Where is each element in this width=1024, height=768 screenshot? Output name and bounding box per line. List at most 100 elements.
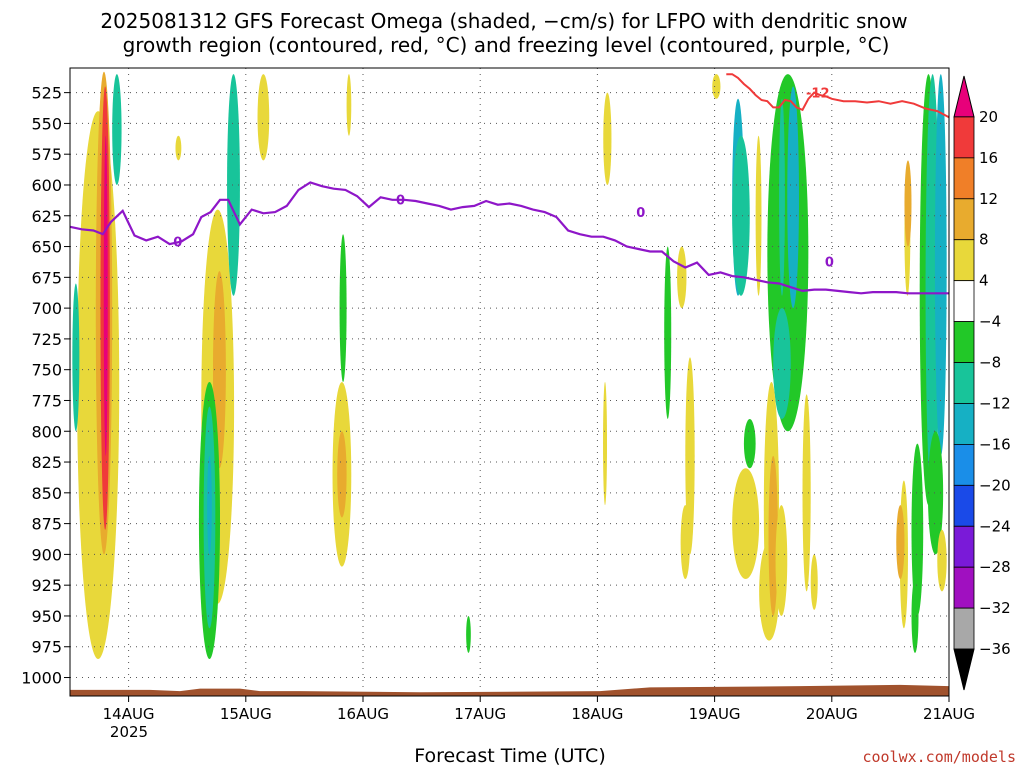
omega-shade-cell <box>937 529 947 592</box>
y-tick-label: 900 <box>31 545 62 564</box>
colorbar-tick-label: −16 <box>979 435 1011 453</box>
omega-shade-cell <box>732 135 750 296</box>
colorbar-segment <box>953 198 975 241</box>
colorbar-tick-label: −12 <box>979 394 1011 412</box>
colorbar-tick-label: −20 <box>979 476 1011 494</box>
omega-shade-cell <box>768 455 778 616</box>
omega-shade-cell <box>337 431 347 518</box>
colorbar-tick-label: 8 <box>979 231 989 249</box>
colorbar-segment <box>953 403 975 445</box>
x-tick-label: 21AUG <box>923 705 975 723</box>
omega-shade-cell <box>339 234 347 382</box>
colorbar-segment <box>953 157 975 200</box>
y-tick-label: 700 <box>31 299 62 318</box>
y-tick-label: 950 <box>31 607 62 626</box>
x-tick-label: 14AUG <box>103 705 155 723</box>
colorbar-tick-label: −24 <box>979 517 1011 535</box>
x-axis-title: Forecast Time (UTC) <box>414 745 605 767</box>
y-tick-label: 750 <box>31 361 62 380</box>
omega-shade-cell <box>810 554 818 610</box>
colorbar-segment <box>953 362 975 404</box>
colorbar-tick-label: −4 <box>979 313 1001 331</box>
y-tick-label: 675 <box>31 268 62 287</box>
colorbar-tick-label: −28 <box>979 558 1011 576</box>
y-tick-label: 550 <box>31 114 62 133</box>
chart-title-line1: 2025081312 GFS Forecast Omega (shaded, −… <box>100 9 907 33</box>
omega-shade-cell <box>779 98 785 296</box>
omega-shade-cell <box>934 74 947 456</box>
omega-shade-cell <box>227 74 240 296</box>
omega-shade-cell <box>911 579 919 653</box>
colorbar: 20 16 12 8 4 −4 −8 −12 −16 −20 −24 −28 −32 −36 <box>953 75 1011 691</box>
omega-shade-cell <box>346 74 352 136</box>
colorbar-tick-label: 16 <box>979 149 998 167</box>
terrain-fill <box>70 684 949 696</box>
colorbar-tick-label: 4 <box>979 272 989 290</box>
omega-shade-cell <box>927 431 944 555</box>
omega-shade-cell <box>775 505 788 616</box>
colorbar-segment <box>953 443 975 486</box>
colorbar-upper-triangle <box>953 75 975 118</box>
colorbar-segment <box>953 525 975 568</box>
dgz-minus12-contour <box>726 73 950 119</box>
omega-shade-cell <box>802 394 811 592</box>
x-tick-label: 20AUG <box>806 705 858 723</box>
omega-shade-cell <box>677 246 687 309</box>
omega-shade-cell <box>112 74 122 185</box>
omega-shade-cell <box>466 615 471 653</box>
x-tick-label: 15AUG <box>220 705 272 723</box>
omega-shade-cell <box>207 455 212 555</box>
y-tick-label: 775 <box>31 391 62 410</box>
omega-shade-cell <box>712 74 721 99</box>
chart-title-line2: growth region (contoured, red, °C) and f… <box>123 33 890 57</box>
colorbar-segment <box>953 116 975 159</box>
freezing-level-label: 0 <box>636 206 645 221</box>
y-tick-label: 725 <box>31 330 62 349</box>
omega-shade-cell <box>175 135 182 161</box>
freezing-level-label: 0 <box>173 236 182 251</box>
freezing-level-label: 0 <box>396 194 405 209</box>
colorbar-segment <box>953 321 975 363</box>
colorbar-segment <box>953 484 975 527</box>
colorbar-tick-label: 12 <box>979 190 998 208</box>
colorbar-segment <box>953 239 975 282</box>
colorbar-segment <box>953 280 975 322</box>
x-axis-year-label: 2025 <box>110 723 148 741</box>
x-tick-label: 18AUG <box>571 705 623 723</box>
colorbar-segment <box>953 566 975 609</box>
freezing-level-contour <box>69 181 949 295</box>
omega-shade-cell <box>72 283 80 432</box>
y-tick-label: 925 <box>31 576 62 595</box>
omega-shade-cell <box>896 505 905 580</box>
omega-shade-cell <box>904 160 912 247</box>
y-tick-label: 825 <box>31 453 62 472</box>
x-tick-label: 17AUG <box>454 705 506 723</box>
grid-lines <box>70 68 950 696</box>
x-tick-label: 16AUG <box>337 705 389 723</box>
omega-shade-cell <box>773 308 791 419</box>
y-tick-label: 625 <box>31 207 62 226</box>
freezing-level-label: 0 <box>825 255 834 270</box>
y-tick-label: 800 <box>31 422 62 441</box>
omega-shade-cell <box>685 357 695 555</box>
omega-shade-cell <box>603 92 612 185</box>
colorbar-segment <box>953 607 975 650</box>
omega-shade-cell <box>911 443 924 616</box>
y-tick-label: 850 <box>31 484 62 503</box>
y-tick-label: 875 <box>31 515 62 534</box>
omega-shade-cell <box>603 382 608 506</box>
pressure-axis: 525 550 575 600 625 650 675 700 725 750 775 800 825 8… <box>21 84 70 688</box>
omega-shade-cell <box>787 86 799 309</box>
colorbar-tick-label: 20 <box>979 108 998 126</box>
colorbar-tick-label: −32 <box>979 599 1011 617</box>
y-tick-label: 975 <box>31 638 62 657</box>
colorbar-tick-label: −8 <box>979 354 1001 372</box>
y-tick-label: 1000 <box>21 669 62 688</box>
x-tick-label: 19AUG <box>689 705 741 723</box>
omega-shading <box>72 71 947 660</box>
omega-shade-cell <box>257 74 270 161</box>
omega-shade-cell <box>743 418 756 469</box>
y-tick-label: 600 <box>31 176 62 195</box>
contour-lines: 0 0 0 0 -12 <box>69 73 950 295</box>
